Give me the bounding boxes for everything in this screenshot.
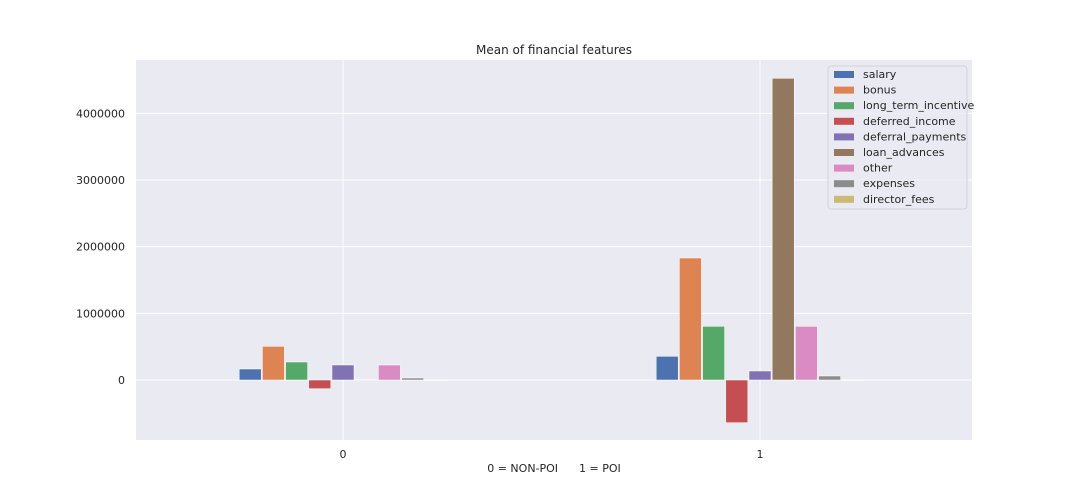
legend-label: other bbox=[863, 162, 893, 175]
y-tick-label: 1000000 bbox=[76, 307, 125, 320]
bar-salary-0 bbox=[238, 368, 262, 381]
bar-other-1 bbox=[795, 326, 818, 381]
bar-loan-advances-1 bbox=[771, 78, 795, 381]
legend-swatch bbox=[834, 164, 854, 172]
bars bbox=[238, 78, 865, 423]
legend-label: salary bbox=[863, 68, 897, 81]
legend-label: director_fees bbox=[863, 193, 935, 206]
legend-label: deferred_income bbox=[863, 115, 956, 128]
bar-loan-advances-0 bbox=[354, 379, 378, 381]
bar-deferred-income-0 bbox=[308, 379, 332, 389]
x-tick-label: 1 bbox=[757, 448, 764, 461]
bar-long-term-incentive-0 bbox=[285, 361, 308, 381]
legend-swatch bbox=[834, 117, 854, 125]
legend-swatch bbox=[834, 86, 854, 94]
bar-long-term-incentive-1 bbox=[702, 326, 725, 381]
bar-director-fees-0 bbox=[424, 379, 448, 381]
x-tick-label: 0 bbox=[340, 448, 347, 461]
bar-deferral-payments-0 bbox=[331, 364, 355, 381]
legend-frame bbox=[827, 65, 968, 210]
legend: salary bonus long_term_incentive deferred_i… bbox=[827, 65, 975, 210]
bar-bonus-1 bbox=[679, 257, 702, 381]
legend-swatch bbox=[834, 180, 854, 188]
y-tick-label: 4000000 bbox=[76, 107, 125, 120]
legend-swatch bbox=[834, 195, 854, 203]
legend-label: expenses bbox=[863, 177, 915, 190]
bar-salary-1 bbox=[655, 356, 679, 381]
x-axis-label: 0 = NON-POI 1 = POI bbox=[487, 462, 621, 475]
legend-swatch bbox=[834, 71, 854, 78]
y-tick-label: 0 bbox=[118, 374, 125, 387]
y-tick-label: 2000000 bbox=[76, 241, 125, 254]
legend-label: deferral_payments bbox=[863, 130, 967, 143]
bar-director-fees-1 bbox=[841, 379, 865, 381]
legend-label: loan_advances bbox=[863, 146, 945, 159]
bar-other-0 bbox=[378, 364, 401, 381]
legend-swatch bbox=[834, 149, 854, 156]
bar-deferred-income-1 bbox=[725, 379, 749, 423]
bar-deferral-payments-1 bbox=[748, 370, 772, 381]
bar-expenses-1 bbox=[818, 375, 841, 381]
legend-label: bonus bbox=[863, 84, 897, 97]
y-tick-labels: 0 1000000 2000000 3000000 4000000 bbox=[76, 107, 125, 387]
bar-bonus-0 bbox=[262, 346, 285, 381]
legend-swatch bbox=[834, 133, 854, 141]
legend-swatch bbox=[834, 102, 854, 110]
y-tick-label: 3000000 bbox=[76, 174, 125, 187]
bar-expenses-0 bbox=[401, 377, 424, 381]
legend-label: long_term_incentive bbox=[863, 99, 975, 112]
chart-title: Mean of financial features bbox=[476, 43, 632, 57]
